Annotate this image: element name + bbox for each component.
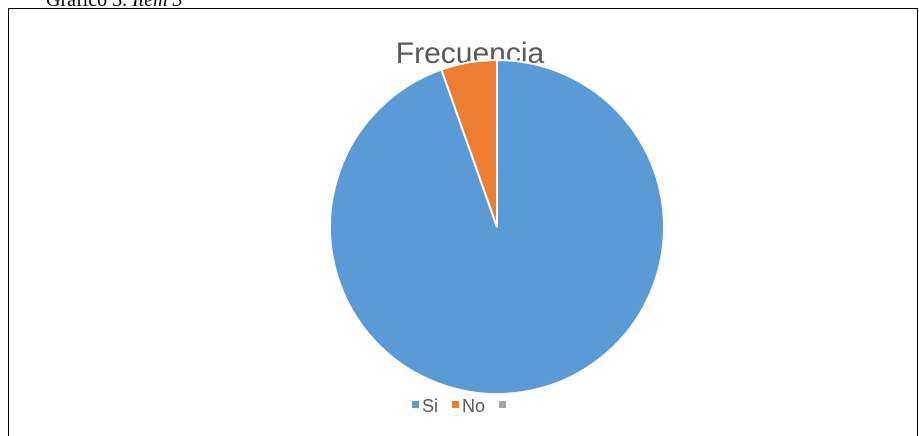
legend-label: No [462,396,485,416]
legend-label: Si [422,396,438,416]
legend-swatch [452,401,460,408]
caption: Gráfico 3. Ítem 3 [46,0,183,11]
legend-swatch [499,401,507,408]
legend-swatch [412,401,419,408]
caption-text: Gráfico 3. [46,0,127,11]
caption-item: Ítem 3 [131,0,183,11]
